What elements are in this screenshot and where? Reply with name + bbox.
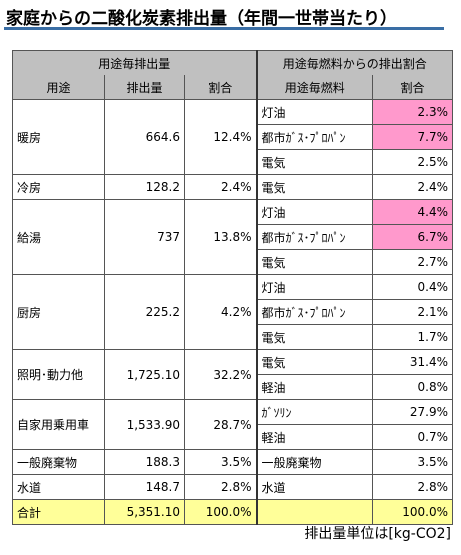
- fuel-cell: 灯油: [255, 199, 373, 225]
- table-row: 照明･動力他 1,725.10 32.2% 電気 31.4%: [12, 349, 454, 400]
- fuel-ratio-cell: 1.7%: [371, 324, 454, 350]
- table-row: 軽油 0.7%: [13, 424, 454, 450]
- ratio-cell: 12.4%: [184, 99, 257, 175]
- header-emission: 排出量: [104, 75, 185, 100]
- use-cell: 厨房: [12, 274, 105, 350]
- total-fuel-ratio: 100.0%: [371, 499, 454, 525]
- emission-cell: 737: [104, 199, 185, 275]
- use-cell: 冷房: [12, 174, 105, 200]
- emission-cell: 128.2: [104, 174, 185, 200]
- fuel-ratio-cell: 2.5%: [371, 149, 454, 175]
- emission-table: 用途毎排出量 用途毎燃料からの排出割合 用途 排出量 割合 用途毎燃料 割合 暖…: [12, 50, 454, 525]
- header-group-row: 用途毎排出量 用途毎燃料からの排出割合: [12, 50, 454, 75]
- fuel-cell: 灯油: [255, 274, 373, 300]
- fuel-ratio-cell: 31.4%: [371, 349, 454, 375]
- emission-cell: 148.7: [104, 474, 185, 500]
- fuel-ratio-cell: 0.4%: [371, 274, 454, 300]
- ratio-cell: 4.2%: [184, 274, 257, 350]
- fuel-ratio-cell: 2.7%: [371, 249, 454, 275]
- fuel-ratio-cell: 2.1%: [371, 299, 454, 325]
- header-ratio: 割合: [184, 75, 257, 100]
- fuel-ratio-cell: 0.7%: [371, 424, 454, 450]
- header-use: 用途: [12, 75, 105, 100]
- header-right-group: 用途毎燃料からの排出割合: [255, 50, 454, 75]
- table-row: 電気 2.7%: [13, 249, 454, 275]
- total-fuel-blank: [255, 499, 373, 525]
- fuel-ratio-cell: 2.4%: [371, 174, 454, 200]
- table-row: 給湯 737 13.8% 灯油 4.4%: [12, 199, 454, 275]
- emission-cell: 1,725.10: [104, 349, 185, 400]
- fuel-ratio-cell: 6.7%: [371, 224, 454, 250]
- header-column-row: 用途 排出量 割合 用途毎燃料 割合: [12, 75, 454, 100]
- fuel-cell: 電気: [255, 249, 373, 275]
- emission-cell: 225.2: [104, 274, 185, 350]
- emission-cell: 1,533.90: [104, 399, 185, 450]
- fuel-cell: 軽油: [255, 374, 373, 400]
- fuel-cell: 電気: [255, 149, 373, 175]
- page-title: 家庭からの二酸化炭素排出量（年間一世帯当たり）: [6, 9, 397, 29]
- table-row: 暖房 664.6 12.4% 灯油 2.3%: [12, 99, 454, 175]
- fuel-cell: 都市ｶﾞｽ･ﾌﾟﾛﾊﾟﾝ: [255, 224, 373, 250]
- ratio-cell: 2.8%: [184, 474, 257, 500]
- title-underline: [4, 27, 444, 30]
- ratio-cell: 13.8%: [184, 199, 257, 275]
- table-row: 厨房 225.2 4.2% 灯油 0.4%: [12, 274, 454, 350]
- use-cell: 自家用乗用車: [12, 399, 105, 450]
- table-row: 冷房 128.2 2.4% 電気 2.4%: [12, 174, 454, 200]
- total-row: 合計 5,351.10 100.0% 100.0%: [12, 499, 454, 525]
- header-left-group: 用途毎排出量: [12, 50, 257, 75]
- use-cell: 給湯: [12, 199, 105, 275]
- total-emission: 5,351.10: [104, 499, 185, 525]
- use-cell: 一般廃棄物: [12, 449, 105, 475]
- header-fuel-ratio: 割合: [371, 75, 454, 100]
- fuel-cell: 都市ｶﾞｽ･ﾌﾟﾛﾊﾟﾝ: [255, 299, 373, 325]
- ratio-cell: 32.2%: [184, 349, 257, 400]
- unit-note: 排出量単位は[kg-CO2]: [304, 526, 451, 542]
- table-row: 一般廃棄物 188.3 3.5% 一般廃棄物 3.5%: [12, 449, 454, 475]
- fuel-cell: 都市ｶﾞｽ･ﾌﾟﾛﾊﾟﾝ: [255, 124, 373, 150]
- fuel-cell: ｶﾞｿﾘﾝ: [255, 399, 373, 425]
- fuel-cell: 軽油: [255, 424, 373, 450]
- table-row: 都市ｶﾞｽ･ﾌﾟﾛﾊﾟﾝ 6.7%: [13, 224, 454, 250]
- fuel-ratio-cell: 0.8%: [371, 374, 454, 400]
- table-row: 水道 148.7 2.8% 水道 2.8%: [12, 474, 454, 500]
- ratio-cell: 28.7%: [184, 399, 257, 450]
- total-ratio: 100.0%: [184, 499, 257, 525]
- emission-table-body: 用途毎排出量 用途毎燃料からの排出割合 用途 排出量 割合 用途毎燃料 割合 暖…: [12, 50, 454, 525]
- fuel-ratio-cell: 2.3%: [371, 99, 454, 125]
- fuel-cell: 電気: [255, 324, 373, 350]
- ratio-cell: 3.5%: [184, 449, 257, 475]
- table-row: 都市ｶﾞｽ･ﾌﾟﾛﾊﾟﾝ 7.7%: [13, 124, 454, 150]
- use-cell: 水道: [12, 474, 105, 500]
- total-label: 合計: [12, 499, 105, 525]
- fuel-cell: 水道: [255, 474, 373, 500]
- header-fuel: 用途毎燃料: [255, 75, 373, 100]
- table-row: 軽油 0.8%: [13, 374, 454, 400]
- fuel-cell: 灯油: [255, 99, 373, 125]
- ratio-cell: 2.4%: [184, 174, 257, 200]
- fuel-ratio-cell: 3.5%: [371, 449, 454, 475]
- fuel-ratio-cell: 27.9%: [371, 399, 454, 425]
- emission-cell: 188.3: [104, 449, 185, 475]
- table-row: 電気 1.7%: [13, 324, 454, 350]
- emission-cell: 664.6: [104, 99, 185, 175]
- fuel-cell: 電気: [255, 174, 373, 200]
- fuel-ratio-cell: 7.7%: [371, 124, 454, 150]
- fuel-ratio-cell: 4.4%: [371, 199, 454, 225]
- use-cell: 暖房: [12, 99, 105, 175]
- table-row: 都市ｶﾞｽ･ﾌﾟﾛﾊﾟﾝ 2.1%: [13, 299, 454, 325]
- fuel-cell: 一般廃棄物: [255, 449, 373, 475]
- use-cell: 照明･動力他: [12, 349, 105, 400]
- fuel-ratio-cell: 2.8%: [371, 474, 454, 500]
- fuel-cell: 電気: [255, 349, 373, 375]
- table-row: 自家用乗用車 1,533.90 28.7% ｶﾞｿﾘﾝ 27.9%: [12, 399, 454, 450]
